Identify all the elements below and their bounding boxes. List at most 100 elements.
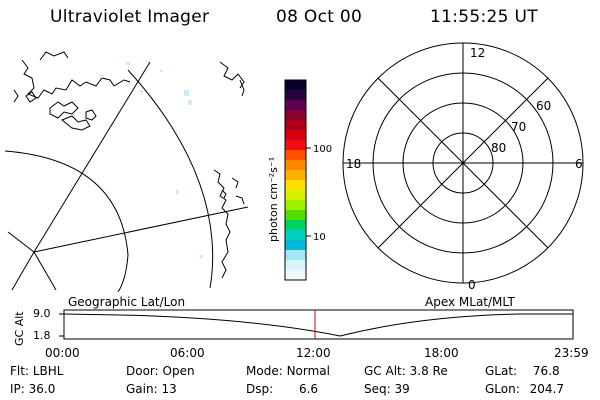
polar-diagonal <box>377 77 549 249</box>
timeline-left-title: Geographic Lat/Lon <box>68 295 186 309</box>
coastline <box>39 51 69 61</box>
lat-label-60: 60 <box>536 99 551 113</box>
status-ip: IP: 36.0 <box>10 382 55 396</box>
colorbar-cell <box>285 240 306 251</box>
status-label: IP: <box>10 382 25 396</box>
status-mode: Mode: Normal <box>246 364 330 378</box>
colorbar-cell <box>285 90 306 101</box>
status-glon: GLon: 204.7 <box>485 382 564 396</box>
status-dsp: Dsp: 6.6 <box>246 382 318 396</box>
coastline <box>13 89 19 103</box>
polar-plot <box>342 42 584 284</box>
timeline-ytick-label-9: 9.0 <box>33 307 51 320</box>
colorbar-cell <box>285 120 306 131</box>
status-label: GC Alt: <box>364 364 406 378</box>
colorbar-cell <box>285 140 306 151</box>
geographic-map <box>4 51 249 293</box>
status-value: 39 <box>394 382 410 396</box>
status-label: GLat: <box>485 364 518 378</box>
colorbar <box>285 80 306 281</box>
timeline-xtick-00: 00:00 <box>45 346 80 360</box>
colorbar-cell <box>285 160 306 171</box>
colorbar-cell <box>285 270 306 281</box>
coastline <box>239 79 245 97</box>
status-door: Door: Open <box>126 364 195 378</box>
coastline <box>235 195 245 205</box>
coastline <box>219 61 245 89</box>
status-label: Dsp: <box>246 382 274 396</box>
coastline <box>231 177 239 189</box>
colorbar-cell <box>285 130 306 141</box>
colorbar-cell <box>285 260 306 271</box>
mlt-label-18: 18 <box>346 157 361 171</box>
timeline-right-title: Apex MLat/MLT <box>425 295 515 309</box>
coastline <box>85 109 97 121</box>
status-label: GLon: <box>485 382 520 396</box>
colorbar-cell <box>285 80 306 91</box>
status-label: Mode: <box>246 364 283 378</box>
colorbar-cell <box>285 250 306 261</box>
status-label: Flt: <box>10 364 29 378</box>
timeline-xtick-2359: 23:59 <box>554 346 589 360</box>
status-gc-alt: GC Alt: 3.8 Re <box>364 364 448 378</box>
status-glat: GLat: 76.8 <box>485 364 560 378</box>
status-seq: Seq: 39 <box>364 382 410 396</box>
mlt-label-0: 0 <box>468 278 476 292</box>
lat-label-80: 80 <box>491 141 506 155</box>
longitude-line <box>11 251 35 291</box>
longitude-line <box>33 206 249 253</box>
timeline-xtick-18: 18:00 <box>424 346 459 360</box>
colorbar-cell <box>285 220 306 231</box>
status-label: Seq: <box>364 382 391 396</box>
longitude-line <box>33 251 57 291</box>
coastline <box>61 115 91 131</box>
observation-time: 11:55:25 UT <box>430 7 538 27</box>
lat-label-70: 70 <box>511 120 526 134</box>
colorbar-cell <box>285 100 306 111</box>
coastline <box>21 59 131 99</box>
mlt-label-12: 12 <box>470 46 485 60</box>
colorbar-cell <box>285 210 306 221</box>
status-flt: Flt: LBHL <box>10 364 63 378</box>
timeline-y-axis-label: GC Alt <box>13 311 26 346</box>
longitude-line <box>7 231 35 253</box>
observation-date: 08 Oct 00 <box>276 7 363 27</box>
coastline <box>213 169 231 279</box>
status-label: Gain: <box>126 382 158 396</box>
status-value: Normal <box>286 364 330 378</box>
status-value: 36.0 <box>28 382 56 396</box>
timeline-ytick-label-1-8: 1.8 <box>33 329 51 342</box>
colorbar-frame <box>284 79 307 281</box>
latitude-circle <box>4 150 129 293</box>
status-value: 13 <box>161 382 177 396</box>
coastline <box>221 189 227 199</box>
colorbar-cell <box>285 230 306 241</box>
status-value: 76.8 <box>532 364 560 378</box>
timeline-xtick-06: 06:00 <box>170 346 205 360</box>
instrument-title: Ultraviolet Imager <box>50 7 210 27</box>
colorbar-cell <box>285 170 306 181</box>
auroral-emission <box>100 62 203 258</box>
colorbar-tick-label-100: 100 <box>313 144 332 155</box>
altitude-curve <box>63 313 573 337</box>
status-value: 6.6 <box>298 382 319 396</box>
colorbar-cell <box>285 150 306 161</box>
status-value: 204.7 <box>529 382 564 396</box>
status-label: Door: <box>126 364 159 378</box>
status-gain: Gain: 13 <box>126 382 177 396</box>
colorbar-cell <box>285 180 306 191</box>
status-value: 3.8 Re <box>409 364 448 378</box>
status-value: Open <box>162 364 195 378</box>
coastline <box>49 101 79 119</box>
mlt-label-6: 6 <box>575 157 583 171</box>
timeline-xtick-12: 12:00 <box>296 346 331 360</box>
colorbar-cell <box>285 110 306 121</box>
status-value: LBHL <box>32 364 64 378</box>
colorbar-cell <box>285 200 306 211</box>
longitude-line <box>33 61 151 253</box>
colorbar-unit-label: photon cm⁻²s⁻¹ <box>267 157 280 242</box>
colorbar-cell <box>285 190 306 201</box>
timeline-frame <box>63 309 574 340</box>
latitude-circle <box>127 69 214 289</box>
